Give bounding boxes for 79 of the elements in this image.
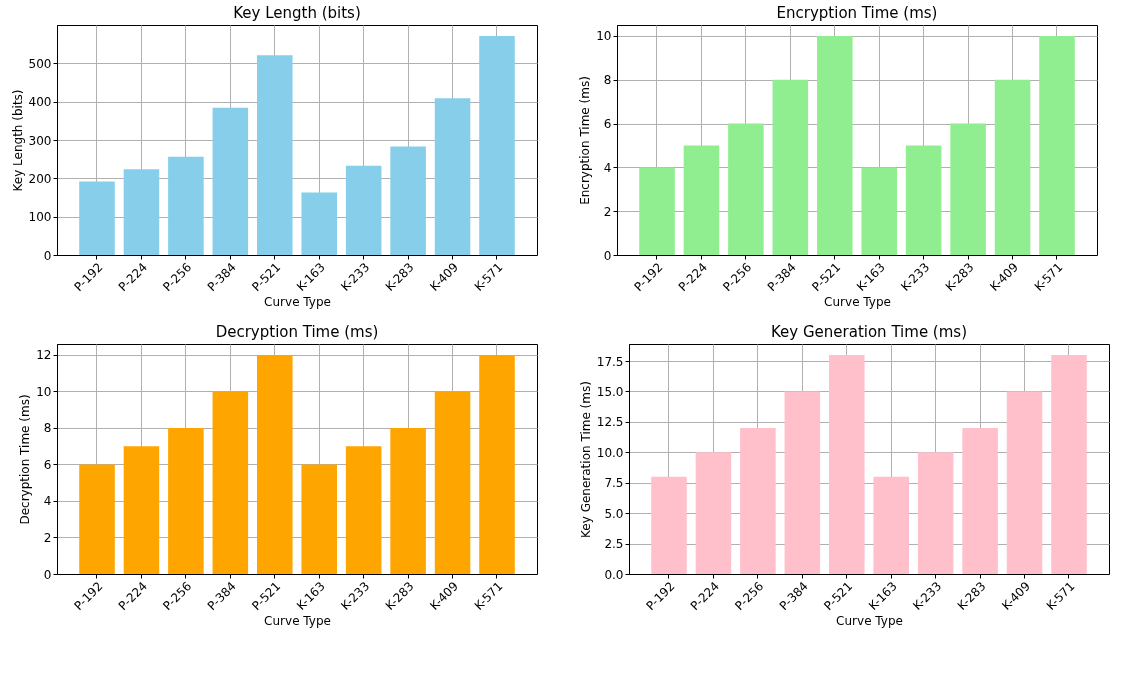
bar (917, 452, 954, 574)
bar (434, 98, 471, 255)
bar (1051, 354, 1087, 574)
bar (994, 79, 1031, 255)
bar (123, 446, 160, 574)
bar (728, 123, 764, 255)
bar (651, 476, 687, 574)
bar (345, 446, 382, 574)
y-tick-label: 8 (43, 421, 52, 436)
bar (79, 181, 115, 255)
bar (257, 354, 293, 574)
y-tick-label: 100 (28, 210, 52, 225)
chart-title: Key Generation Time (ms) (770, 323, 968, 341)
bar (829, 354, 865, 574)
bar (639, 167, 675, 255)
bar (212, 107, 249, 255)
bar (301, 192, 337, 255)
bar (740, 427, 776, 574)
y-tick-label: 5.0 (604, 506, 624, 521)
chart-title: Encryption Time (ms) (776, 4, 938, 22)
y-tick-label: 0.0 (604, 567, 624, 582)
bar (434, 391, 471, 574)
bar (123, 169, 160, 255)
y-tick-label: 10.0 (596, 445, 624, 460)
bar (861, 167, 897, 255)
y-tick-label: 400 (28, 95, 52, 110)
y-tick-label: 12.5 (596, 415, 624, 430)
bar (962, 427, 998, 574)
x-axis-title: Curve Type (264, 614, 331, 629)
bar (168, 427, 204, 574)
y-tick-label: 2.5 (604, 537, 624, 552)
chart-title: Key Length (bits) (233, 4, 361, 22)
y-tick-label: 2 (603, 204, 612, 219)
bar (905, 145, 942, 255)
y-tick-label: 2 (43, 530, 52, 545)
bar (79, 464, 115, 574)
y-tick-label: 12 (36, 348, 52, 363)
y-tick-label: 10 (596, 29, 612, 44)
y-tick-label: 200 (28, 171, 52, 186)
y-tick-label: 10 (36, 384, 52, 399)
bar (479, 36, 515, 255)
bar (168, 156, 204, 255)
bar (683, 145, 720, 255)
y-axis-title: Encryption Time (ms) (578, 76, 593, 205)
bar (950, 123, 986, 255)
y-tick-label: 7.5 (604, 476, 624, 491)
bar (479, 354, 515, 574)
y-tick-label: 500 (28, 56, 52, 71)
x-axis-title: Curve Type (836, 614, 903, 629)
y-axis-title: Key Length (bits) (10, 89, 25, 192)
y-tick-label: 4 (603, 160, 612, 175)
bar (345, 165, 382, 255)
bar (817, 35, 853, 255)
bar (212, 391, 249, 574)
y-tick-label: 6 (43, 457, 52, 472)
bar (390, 427, 426, 574)
y-tick-label: 0 (43, 567, 52, 582)
bar (1039, 35, 1075, 255)
bar (257, 55, 293, 255)
bar (695, 452, 732, 574)
y-tick-label: 4 (43, 494, 52, 509)
y-axis-title: Decryption Time (ms) (18, 394, 33, 525)
y-tick-label: 17.5 (596, 354, 624, 369)
y-tick-label: 0 (43, 248, 52, 263)
y-tick-label: 6 (603, 117, 612, 132)
y-tick-label: 8 (603, 73, 612, 88)
y-tick-label: 300 (28, 133, 52, 148)
bar (873, 476, 909, 574)
bar (784, 391, 821, 574)
bar (301, 464, 337, 574)
bar (390, 146, 426, 255)
bar (1006, 391, 1043, 574)
bar (772, 79, 809, 255)
x-axis-title: Curve Type (824, 295, 891, 310)
y-tick-label: 0 (603, 248, 612, 263)
chart-title: Decryption Time (ms) (215, 323, 379, 341)
x-axis-title: Curve Type (264, 295, 331, 310)
y-axis-title: Key Generation Time (ms) (578, 381, 593, 538)
y-tick-label: 15.0 (596, 384, 624, 399)
